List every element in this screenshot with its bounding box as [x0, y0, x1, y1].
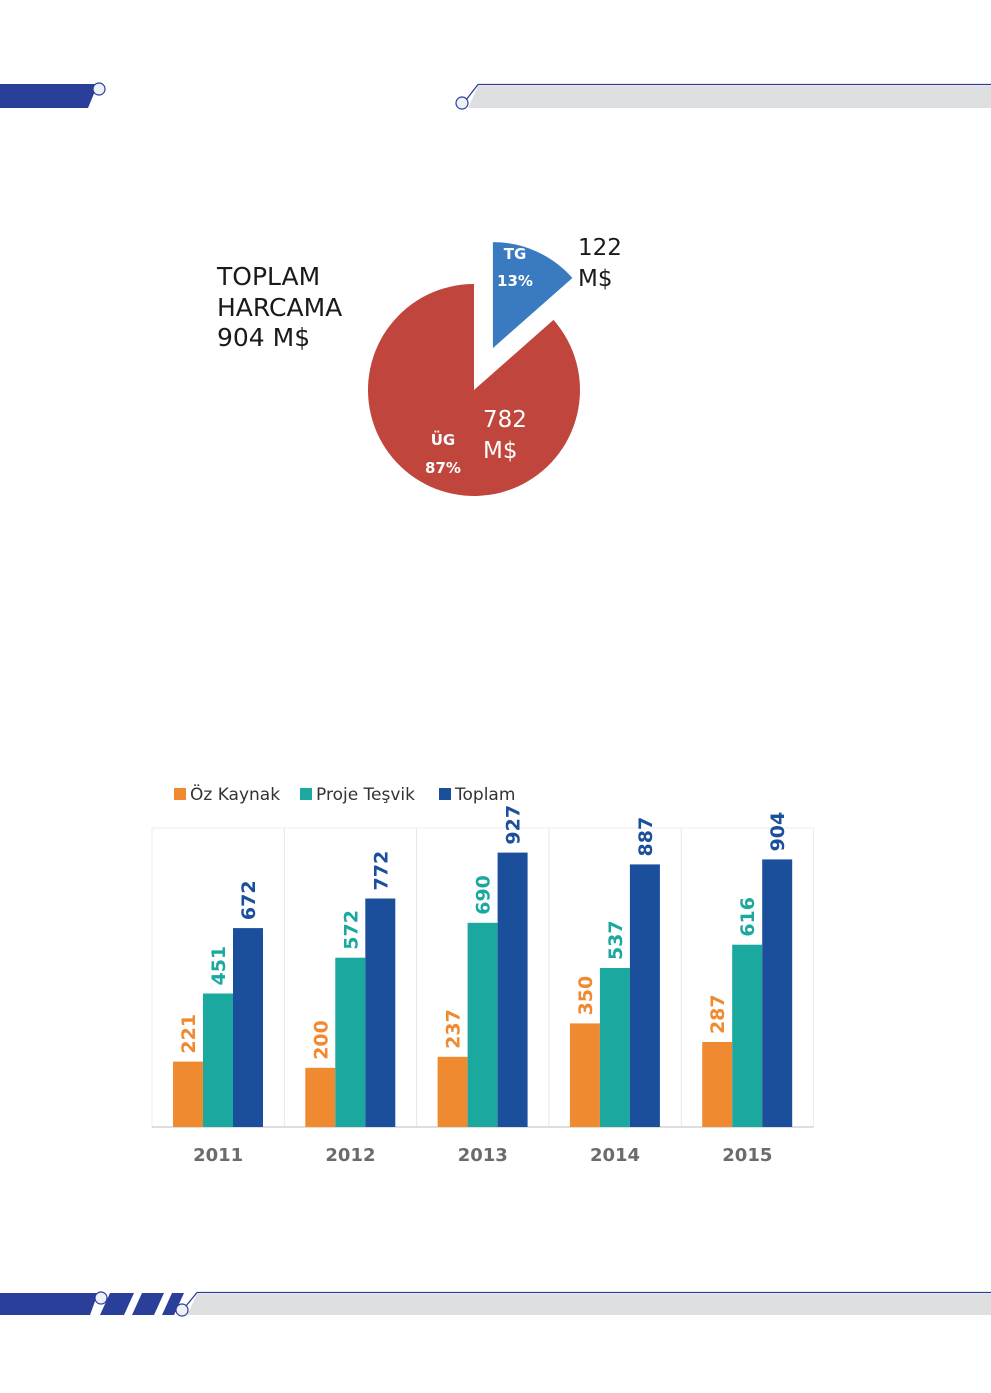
pie-title-line-3: 904 M$	[217, 323, 310, 352]
bar-proje-tesvik-2014	[599, 968, 630, 1127]
year-label-2012: 2012	[325, 1145, 375, 1166]
value-label-proje-tesvik-2013: 690	[473, 875, 495, 915]
pie-value-tg-line-2: M$	[578, 266, 612, 292]
top-right-gray-band	[468, 86, 991, 108]
legend-swatch-proje-tesvik	[300, 788, 312, 800]
year-label-2014: 2014	[590, 1145, 640, 1166]
legend-label-proje-tesvik: Proje Teşvik	[316, 785, 415, 805]
top-right-band-slant	[465, 84, 479, 101]
top-right-node-icon	[455, 96, 469, 110]
value-label-oz-kaynak-2011: 221	[178, 1014, 200, 1054]
value-label-toplam-2013: 927	[503, 805, 525, 845]
value-label-oz-kaynak-2014: 350	[575, 976, 597, 1016]
bar-chart-value-labels: 221 451 672 200 572 772 237 690 927 350 537 887 287 6…	[178, 805, 789, 1060]
bottom-stripe-1	[100, 1293, 134, 1315]
pie-label-ug-percent: 87%	[425, 459, 461, 477]
pie-label-tg-name: TG	[504, 245, 527, 263]
top-left-node-icon	[92, 82, 106, 96]
bar-toplam-2014	[629, 864, 660, 1127]
value-label-toplam-2012: 772	[370, 851, 392, 891]
legend-label-oz-kaynak: Öz Kaynak	[190, 783, 280, 805]
bar-chart-legend: Öz Kaynak Proje Teşvik Toplam	[174, 783, 515, 805]
bar-proje-tesvik-2015	[732, 944, 763, 1127]
bottom-right-gray-band	[187, 1294, 991, 1315]
bar-oz-kaynak-2011	[173, 1061, 203, 1127]
top-decoration	[0, 82, 991, 110]
bottom-right-band-slant	[185, 1292, 198, 1307]
value-label-oz-kaynak-2015: 287	[707, 994, 729, 1034]
value-label-oz-kaynak-2013: 237	[443, 1009, 465, 1049]
pie-title-line-2: HARCAMA	[217, 293, 342, 322]
pie-label-tg-percent: 13%	[497, 272, 533, 290]
value-label-toplam-2015: 904	[767, 812, 789, 852]
bar-oz-kaynak-2015	[702, 1042, 733, 1127]
value-label-proje-tesvik-2014: 537	[605, 920, 627, 960]
pie-slice-ug	[367, 283, 580, 496]
bar-chart-marks	[173, 852, 793, 1127]
bottom-left-node-icon	[94, 1291, 108, 1305]
bar-toplam-2015	[762, 859, 793, 1127]
year-label-2013: 2013	[458, 1145, 508, 1166]
bar-oz-kaynak-2014	[569, 1023, 600, 1127]
value-label-proje-tesvik-2011: 451	[208, 946, 230, 986]
legend-swatch-oz-kaynak	[174, 788, 186, 800]
year-label-2011: 2011	[193, 1145, 243, 1166]
bar-oz-kaynak-2012	[305, 1067, 336, 1127]
bar-oz-kaynak-2013	[437, 1056, 468, 1127]
bar-toplam-2011	[233, 928, 263, 1127]
value-label-oz-kaynak-2012: 200	[310, 1020, 332, 1060]
pie-value-ug-line-1: 782	[483, 407, 527, 433]
pie-chart: TOPLAM HARCAMA 904 M$ TG 13% 122 M$ ÜG 8…	[216, 235, 622, 496]
value-label-proje-tesvik-2015: 616	[737, 897, 759, 937]
legend-swatch-toplam	[439, 788, 451, 800]
bar-chart-year-labels: 2011 2012 2013 2014 2015	[193, 1145, 772, 1166]
legend-label-toplam: Toplam	[454, 785, 515, 805]
pie-slice-tg	[492, 242, 573, 349]
bar-toplam-2013	[497, 852, 528, 1127]
bar-toplam-2012	[365, 898, 396, 1127]
bottom-left-navy-tab	[0, 1293, 98, 1315]
bar-chart: Öz Kaynak Proje Teşvik Toplam 2214516722…	[151, 783, 814, 1166]
top-left-navy-tab	[0, 84, 98, 108]
bottom-stripe-2	[132, 1293, 164, 1315]
pie-label-ug-name: ÜG	[431, 430, 456, 449]
value-label-proje-tesvik-2012: 572	[340, 910, 362, 950]
bar-proje-tesvik-2012	[335, 957, 366, 1127]
pie-title-line-1: TOPLAM	[216, 262, 320, 291]
pie-value-ug-line-2: M$	[483, 438, 517, 464]
bar-proje-tesvik-2011	[203, 993, 233, 1127]
bar-proje-tesvik-2013	[467, 922, 498, 1127]
pie-value-tg-line-1: 122	[578, 235, 622, 261]
bottom-stripe-3	[162, 1293, 184, 1315]
bottom-decoration	[0, 1291, 991, 1317]
bottom-right-node-icon	[175, 1303, 189, 1317]
value-label-toplam-2014: 887	[635, 817, 657, 857]
value-label-toplam-2011: 672	[238, 880, 260, 920]
year-label-2015: 2015	[722, 1145, 772, 1166]
